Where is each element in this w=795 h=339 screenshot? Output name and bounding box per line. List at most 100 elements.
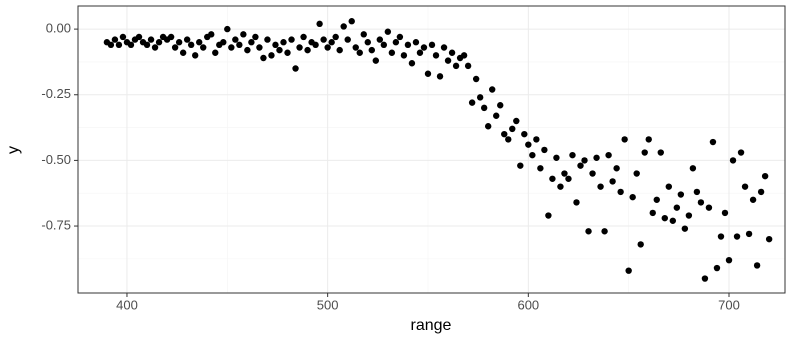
point xyxy=(236,41,243,49)
point xyxy=(545,212,552,219)
point xyxy=(324,44,331,51)
point xyxy=(517,162,524,169)
x-tick-label: 600 xyxy=(517,297,539,312)
point xyxy=(296,44,303,51)
point xyxy=(332,33,339,41)
point xyxy=(448,49,456,56)
point xyxy=(729,157,737,164)
point xyxy=(525,141,532,148)
point xyxy=(633,170,640,177)
point xyxy=(601,228,608,235)
point xyxy=(569,151,576,159)
point xyxy=(183,36,191,43)
point xyxy=(489,86,496,93)
point xyxy=(661,214,668,222)
point xyxy=(119,33,127,41)
point xyxy=(167,33,175,41)
point xyxy=(713,264,721,272)
point xyxy=(348,18,355,25)
point xyxy=(432,52,440,59)
point xyxy=(657,149,664,156)
x-tick-label: 700 xyxy=(718,297,740,312)
y-tick-label: -0.25 xyxy=(41,86,71,101)
point xyxy=(436,73,444,80)
point xyxy=(232,36,239,43)
point xyxy=(155,39,163,46)
y-tick-label: 0.00 xyxy=(46,21,71,36)
point xyxy=(637,241,644,248)
point xyxy=(480,104,488,112)
y-tick-label: -0.50 xyxy=(41,152,71,167)
point xyxy=(404,41,412,49)
point xyxy=(107,41,115,49)
point xyxy=(629,193,636,201)
y-axis-title: y xyxy=(5,146,22,154)
point xyxy=(468,99,476,106)
point xyxy=(264,36,271,43)
point xyxy=(761,172,769,180)
point xyxy=(284,49,291,56)
point xyxy=(384,28,392,35)
point xyxy=(625,267,632,274)
point xyxy=(653,196,660,203)
point xyxy=(665,183,673,190)
point xyxy=(328,39,335,46)
point xyxy=(741,183,749,190)
point xyxy=(320,36,327,43)
point xyxy=(200,44,207,51)
point xyxy=(621,136,628,143)
point xyxy=(115,41,123,49)
point xyxy=(240,31,247,38)
point xyxy=(428,41,436,49)
point xyxy=(677,191,685,198)
point xyxy=(553,154,560,161)
point xyxy=(565,175,572,182)
point xyxy=(380,41,388,49)
point xyxy=(364,39,371,46)
x-tick-label: 500 xyxy=(317,297,339,312)
point xyxy=(292,65,299,72)
point xyxy=(541,146,548,154)
point xyxy=(513,117,520,125)
point xyxy=(360,31,367,38)
x-tick-label: 400 xyxy=(116,297,138,312)
point xyxy=(709,138,717,146)
point xyxy=(352,44,359,51)
point xyxy=(356,49,363,56)
point xyxy=(617,188,624,196)
point xyxy=(268,52,275,59)
point xyxy=(248,39,255,46)
point xyxy=(408,60,416,67)
point xyxy=(376,36,384,43)
point xyxy=(179,49,187,56)
point xyxy=(336,46,343,54)
point xyxy=(300,33,307,41)
point xyxy=(143,41,151,49)
point xyxy=(175,39,183,46)
point xyxy=(733,233,741,240)
point xyxy=(416,49,424,56)
point xyxy=(505,136,512,143)
point xyxy=(260,54,267,62)
point xyxy=(304,46,311,54)
point xyxy=(171,44,179,51)
point xyxy=(585,228,592,235)
point xyxy=(288,36,295,43)
point xyxy=(529,151,536,159)
point xyxy=(749,196,757,203)
point xyxy=(420,44,428,51)
point xyxy=(272,41,279,49)
point xyxy=(497,102,504,109)
point xyxy=(577,162,584,169)
point xyxy=(693,188,701,196)
point xyxy=(412,39,420,46)
point xyxy=(340,23,347,30)
point xyxy=(681,225,689,232)
point xyxy=(280,39,287,46)
point xyxy=(705,204,713,211)
point xyxy=(533,136,540,143)
point xyxy=(372,57,380,64)
point xyxy=(765,235,773,243)
point xyxy=(135,33,143,41)
